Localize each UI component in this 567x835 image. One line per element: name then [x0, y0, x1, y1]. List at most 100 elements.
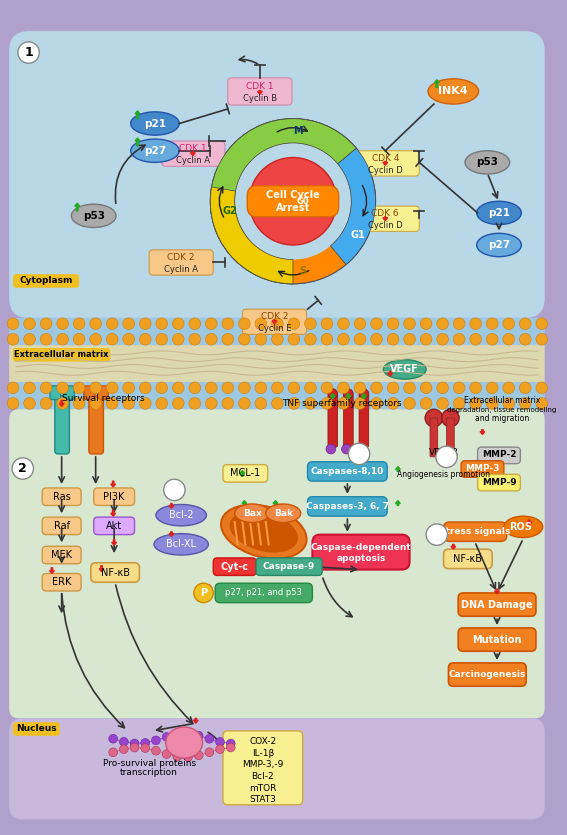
Circle shape — [420, 318, 432, 330]
Circle shape — [164, 479, 185, 501]
FancyBboxPatch shape — [42, 488, 81, 505]
Circle shape — [321, 333, 333, 345]
Wedge shape — [210, 201, 293, 284]
Circle shape — [189, 318, 201, 330]
FancyBboxPatch shape — [461, 461, 504, 478]
Circle shape — [437, 318, 448, 330]
Text: Carcinogenesis: Carcinogenesis — [448, 670, 526, 679]
Text: Cyclin D: Cyclin D — [368, 221, 403, 230]
Ellipse shape — [344, 389, 353, 398]
FancyArrow shape — [191, 152, 195, 155]
Text: INK4: INK4 — [438, 87, 468, 96]
Circle shape — [404, 397, 416, 409]
Text: Cyclin A: Cyclin A — [176, 156, 210, 165]
FancyArrow shape — [273, 501, 278, 505]
Circle shape — [503, 397, 514, 409]
Text: Cyclin D: Cyclin D — [368, 165, 403, 175]
Text: Caspase-9: Caspase-9 — [263, 562, 315, 571]
Ellipse shape — [428, 78, 479, 104]
FancyArrow shape — [49, 568, 54, 574]
Text: Bcl-2: Bcl-2 — [252, 772, 274, 781]
FancyBboxPatch shape — [89, 396, 103, 454]
Circle shape — [503, 382, 514, 393]
Text: Stress signals: Stress signals — [439, 527, 510, 536]
Wedge shape — [210, 119, 356, 255]
Ellipse shape — [221, 505, 307, 559]
Ellipse shape — [357, 444, 367, 454]
Ellipse shape — [326, 444, 336, 454]
Circle shape — [141, 738, 150, 747]
Circle shape — [107, 397, 118, 409]
Circle shape — [194, 583, 213, 603]
FancyBboxPatch shape — [247, 185, 338, 217]
Circle shape — [486, 382, 498, 393]
Text: Bcl-XL: Bcl-XL — [166, 539, 196, 549]
Circle shape — [272, 382, 284, 393]
Circle shape — [194, 751, 203, 760]
Circle shape — [503, 333, 514, 345]
Text: 6: 6 — [433, 528, 441, 541]
FancyBboxPatch shape — [352, 151, 419, 176]
Circle shape — [173, 730, 181, 739]
Ellipse shape — [328, 389, 338, 398]
FancyArrow shape — [527, 520, 531, 525]
Circle shape — [437, 333, 448, 345]
Circle shape — [519, 382, 531, 393]
Circle shape — [90, 382, 101, 393]
FancyBboxPatch shape — [458, 628, 536, 651]
Circle shape — [503, 318, 514, 330]
FancyBboxPatch shape — [9, 31, 545, 318]
Circle shape — [24, 318, 35, 330]
Circle shape — [205, 318, 217, 330]
Circle shape — [156, 333, 168, 345]
Text: Caspase-dependent: Caspase-dependent — [311, 543, 412, 552]
Circle shape — [239, 318, 250, 330]
Circle shape — [288, 333, 300, 345]
Circle shape — [184, 752, 192, 762]
Circle shape — [222, 333, 234, 345]
Circle shape — [304, 318, 316, 330]
Circle shape — [536, 397, 548, 409]
FancyBboxPatch shape — [312, 534, 409, 569]
Text: G1: G1 — [351, 230, 366, 240]
Ellipse shape — [442, 409, 459, 427]
Circle shape — [73, 333, 85, 345]
Text: NF-κB: NF-κB — [100, 568, 130, 578]
Text: 5: 5 — [442, 450, 451, 463]
Circle shape — [348, 443, 370, 464]
Text: mTOR: mTOR — [249, 784, 277, 792]
Circle shape — [73, 397, 85, 409]
Text: Cyclin E: Cyclin E — [258, 324, 291, 333]
Text: CDK 1: CDK 1 — [246, 82, 274, 91]
Text: NF-κB: NF-κB — [454, 554, 483, 564]
Circle shape — [205, 735, 214, 743]
Circle shape — [40, 382, 52, 393]
Circle shape — [486, 397, 498, 409]
Circle shape — [470, 318, 481, 330]
Circle shape — [304, 397, 316, 409]
FancyArrow shape — [99, 565, 104, 571]
Text: Pro-survival proteins: Pro-survival proteins — [103, 758, 196, 767]
FancyBboxPatch shape — [91, 563, 139, 582]
FancyBboxPatch shape — [55, 396, 69, 454]
FancyArrow shape — [257, 90, 263, 94]
Circle shape — [123, 318, 134, 330]
FancyBboxPatch shape — [42, 574, 81, 591]
Text: Cytoplasm: Cytoplasm — [19, 276, 73, 286]
Circle shape — [249, 158, 337, 245]
FancyBboxPatch shape — [477, 474, 521, 491]
FancyBboxPatch shape — [344, 393, 353, 447]
Circle shape — [354, 397, 366, 409]
Text: CDK 1: CDK 1 — [179, 144, 206, 154]
Circle shape — [304, 382, 316, 393]
Ellipse shape — [425, 409, 443, 427]
Text: Mutation: Mutation — [472, 635, 522, 645]
Ellipse shape — [504, 516, 543, 538]
FancyArrow shape — [111, 510, 116, 516]
FancyBboxPatch shape — [307, 497, 387, 516]
Circle shape — [272, 318, 284, 330]
FancyBboxPatch shape — [215, 583, 312, 603]
Ellipse shape — [130, 139, 179, 162]
Ellipse shape — [359, 389, 369, 398]
Circle shape — [288, 397, 300, 409]
